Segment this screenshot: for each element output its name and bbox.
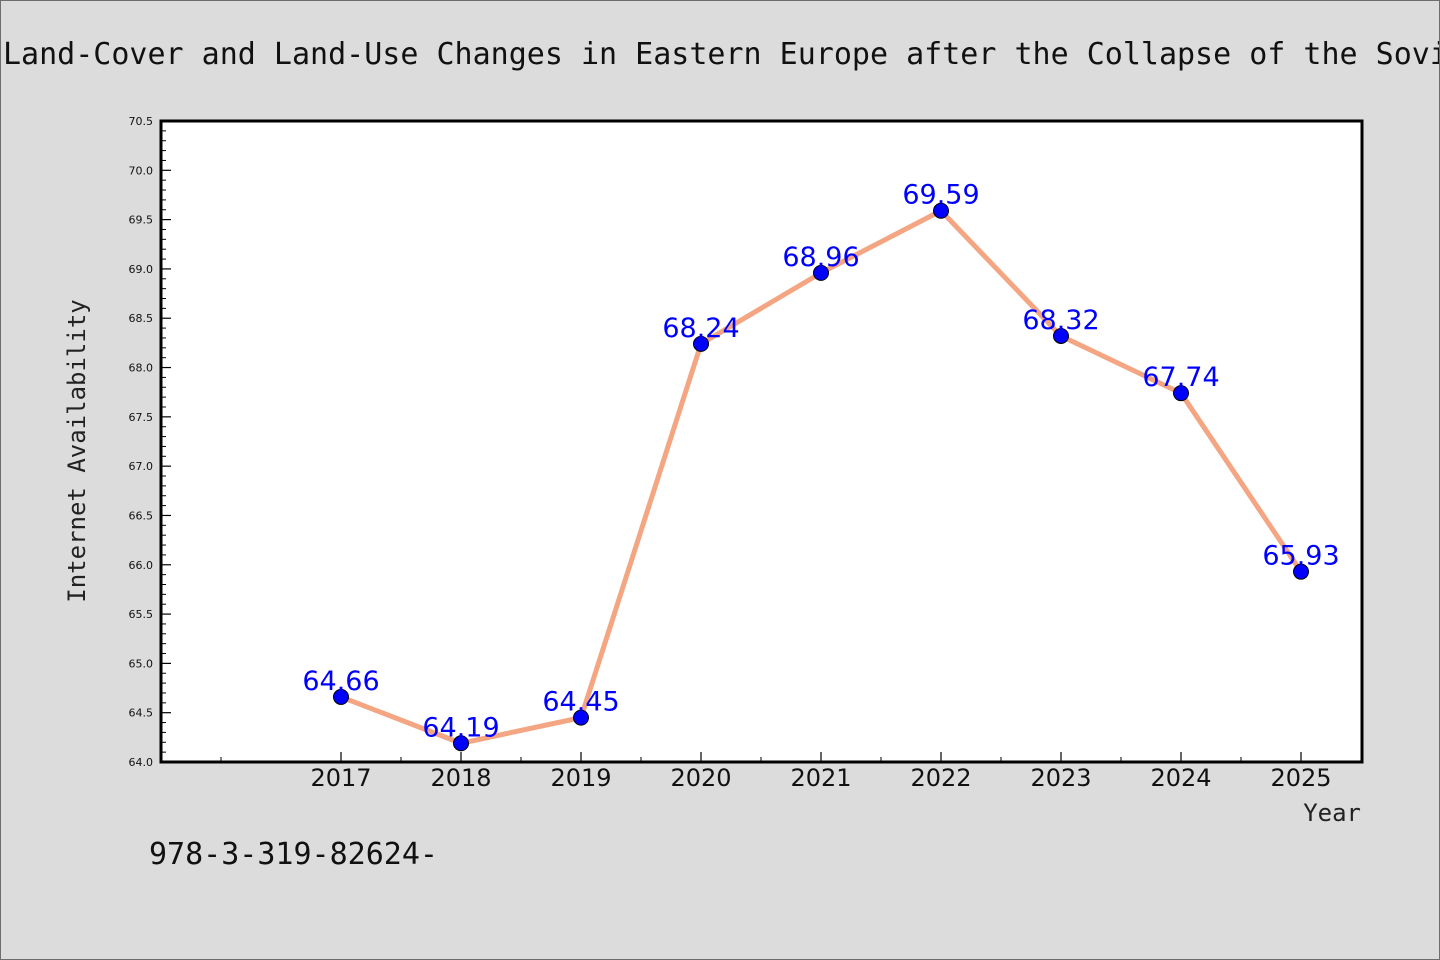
x-tick-label: 2023 (1030, 764, 1091, 792)
data-point (453, 735, 469, 752)
x-axis-label: Year (1303, 799, 1361, 827)
data-point (693, 335, 709, 352)
x-axis: 2017 2018 2019 2020 2021 2022 2023 2024 2025 (220, 752, 1332, 792)
y-tick-label: 70.5 (129, 115, 154, 128)
x-tick-label: 2022 (910, 764, 971, 792)
y-tick-label: 69.0 (129, 263, 154, 276)
data-point (1293, 563, 1309, 580)
x-tick-label: 2019 (550, 764, 611, 792)
x-tick-label: 2018 (430, 764, 491, 792)
data-label: 65.93 (1262, 541, 1339, 572)
chart-title: Land-Cover and Land-Use Changes in Easte… (3, 37, 1440, 72)
data-label: 64.45 (542, 687, 619, 718)
data-label: 67.74 (1142, 362, 1219, 393)
data-point (573, 709, 589, 726)
plot-frame (159, 119, 1364, 764)
data-point (1053, 327, 1069, 344)
y-tick-label: 66.5 (129, 509, 154, 522)
y-tick-label: 66.0 (129, 559, 154, 572)
data-label: 68.24 (662, 313, 739, 344)
y-tick-label: 65.5 (129, 608, 154, 621)
plot-area (161, 121, 1362, 762)
data-label: 68.96 (782, 242, 859, 273)
data-series: 64.66 64.19 64.45 68.24 68.96 69.59 68.32 67.74… (302, 180, 1340, 752)
x-tick-label: 2021 (790, 764, 851, 792)
y-tick-label: 68.5 (129, 312, 154, 325)
data-label: 69.59 (902, 180, 979, 211)
x-tick-label: 2020 (670, 764, 731, 792)
y-tick-label: 70.0 (129, 164, 154, 177)
y-tick-label: 69.5 (129, 214, 154, 227)
data-label: 64.19 (422, 712, 499, 743)
footnote: 978-3-319-82624- (149, 837, 438, 872)
data-point (333, 688, 349, 705)
data-label: 64.66 (302, 666, 379, 697)
x-tick-label: 2017 (310, 764, 371, 792)
y-tick-label: 64.0 (129, 756, 154, 769)
y-tick-label: 65.0 (129, 657, 154, 670)
data-label: 68.32 (1022, 305, 1099, 336)
y-tick-label: 67.5 (129, 411, 154, 424)
data-point (813, 264, 829, 281)
y-tick-label: 64.5 (129, 707, 154, 720)
x-tick-label: 2024 (1150, 764, 1211, 792)
y-tick-label: 68.0 (129, 362, 154, 375)
y-axis-label: Internet Availability (63, 299, 91, 602)
data-point (1173, 385, 1189, 402)
x-tick-label: 2025 (1270, 764, 1331, 792)
y-tick-label: 67.0 (129, 460, 154, 473)
y-axis: 64.0 64.5 65.0 65.5 66.0 66.5 67.0 67.5 68.0 68.5… (129, 115, 171, 769)
data-point (933, 202, 949, 219)
